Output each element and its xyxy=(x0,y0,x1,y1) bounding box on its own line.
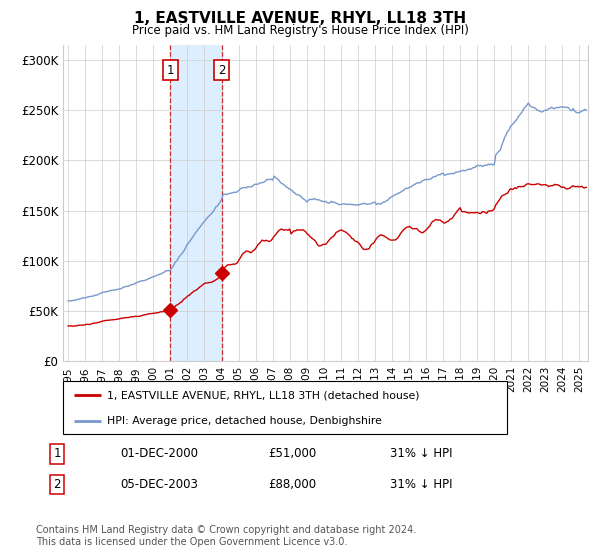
Text: 1, EASTVILLE AVENUE, RHYL, LL18 3TH (detached house): 1, EASTVILLE AVENUE, RHYL, LL18 3TH (det… xyxy=(107,390,420,400)
Bar xyxy=(170,45,221,361)
Text: 05-DEC-2003: 05-DEC-2003 xyxy=(121,478,199,491)
Text: 1, EASTVILLE AVENUE, RHYL, LL18 3TH: 1, EASTVILLE AVENUE, RHYL, LL18 3TH xyxy=(134,11,466,26)
Text: £51,000: £51,000 xyxy=(268,447,317,460)
Text: 1: 1 xyxy=(53,447,61,460)
Text: 01-DEC-2000: 01-DEC-2000 xyxy=(121,447,199,460)
Text: £88,000: £88,000 xyxy=(268,478,316,491)
FancyBboxPatch shape xyxy=(63,381,507,434)
Text: 2: 2 xyxy=(218,64,225,77)
Text: 2: 2 xyxy=(53,478,61,491)
Text: 1: 1 xyxy=(167,64,174,77)
Text: Price paid vs. HM Land Registry's House Price Index (HPI): Price paid vs. HM Land Registry's House … xyxy=(131,24,469,36)
Text: 31% ↓ HPI: 31% ↓ HPI xyxy=(390,478,452,491)
Text: 31% ↓ HPI: 31% ↓ HPI xyxy=(390,447,452,460)
Text: Contains HM Land Registry data © Crown copyright and database right 2024.
This d: Contains HM Land Registry data © Crown c… xyxy=(36,525,416,547)
Text: HPI: Average price, detached house, Denbighshire: HPI: Average price, detached house, Denb… xyxy=(107,416,382,426)
